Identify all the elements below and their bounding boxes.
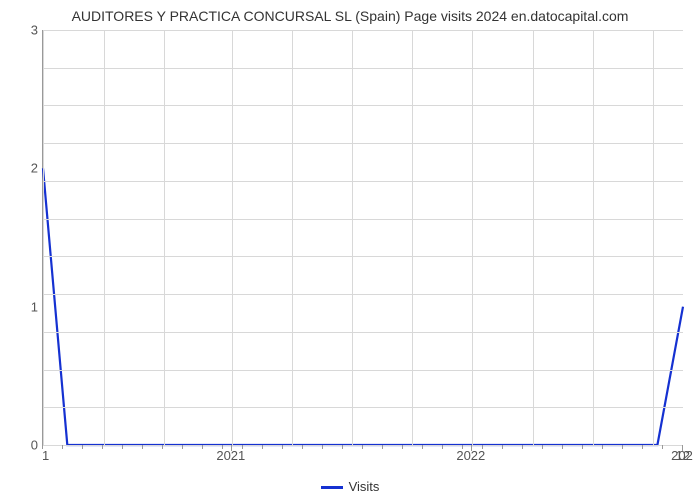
grid-line-horizontal: [43, 445, 683, 446]
x-minor-tick: [622, 445, 623, 449]
x-axis-left-label: 1: [42, 448, 49, 463]
grid-line-vertical: [653, 30, 654, 445]
x-minor-tick: [542, 445, 543, 449]
x-minor-tick: [482, 445, 483, 449]
grid-line-horizontal: [43, 143, 683, 144]
grid-line-horizontal: [43, 294, 683, 295]
x-minor-tick: [422, 445, 423, 449]
grid-line-vertical: [593, 30, 594, 445]
grid-line-vertical: [164, 30, 165, 445]
x-minor-tick: [582, 445, 583, 449]
y-tick-label: 2: [8, 161, 38, 176]
x-minor-tick: [682, 445, 683, 449]
grid-line-horizontal: [43, 332, 683, 333]
grid-line-horizontal: [43, 407, 683, 408]
grid-line-vertical: [352, 30, 353, 445]
x-minor-tick: [342, 445, 343, 449]
grid-line-vertical: [292, 30, 293, 445]
grid-line-vertical: [43, 30, 44, 445]
line-series: [43, 30, 683, 445]
grid-line-horizontal: [43, 105, 683, 106]
x-minor-tick: [222, 445, 223, 449]
grid-line-horizontal: [43, 370, 683, 371]
x-minor-tick: [402, 445, 403, 449]
legend: Visits: [0, 479, 700, 494]
y-tick-label: 1: [8, 299, 38, 314]
plot-area: [42, 30, 683, 446]
x-minor-tick: [382, 445, 383, 449]
x-minor-tick: [322, 445, 323, 449]
y-tick-label: 3: [8, 23, 38, 38]
grid-line-horizontal: [43, 181, 683, 182]
x-minor-tick: [62, 445, 63, 449]
x-minor-tick: [202, 445, 203, 449]
x-minor-tick: [102, 445, 103, 449]
grid-line-horizontal: [43, 256, 683, 257]
x-minor-tick: [442, 445, 443, 449]
x-minor-tick: [42, 445, 43, 449]
x-minor-tick: [502, 445, 503, 449]
x-minor-tick: [562, 445, 563, 449]
x-minor-tick: [242, 445, 243, 449]
legend-label: Visits: [349, 479, 380, 494]
x-minor-tick: [282, 445, 283, 449]
x-minor-tick: [122, 445, 123, 449]
x-minor-tick: [602, 445, 603, 449]
x-minor-tick: [182, 445, 183, 449]
x-minor-tick: [82, 445, 83, 449]
x-minor-tick: [462, 445, 463, 449]
x-minor-tick: [262, 445, 263, 449]
legend-swatch: [321, 486, 343, 489]
x-minor-tick: [522, 445, 523, 449]
grid-line-horizontal: [43, 30, 683, 31]
grid-line-vertical: [104, 30, 105, 445]
chart-container: AUDITORES Y PRACTICA CONCURSAL SL (Spain…: [0, 0, 700, 500]
x-minor-tick: [142, 445, 143, 449]
x-minor-tick: [362, 445, 363, 449]
x-minor-tick: [662, 445, 663, 449]
grid-line-vertical: [412, 30, 413, 445]
grid-line-vertical: [533, 30, 534, 445]
grid-line-horizontal: [43, 219, 683, 220]
grid-line-vertical: [472, 30, 473, 445]
chart-title: AUDITORES Y PRACTICA CONCURSAL SL (Spain…: [0, 8, 700, 24]
x-major-tick: [231, 445, 232, 451]
x-minor-tick: [162, 445, 163, 449]
x-minor-tick: [302, 445, 303, 449]
x-minor-tick: [642, 445, 643, 449]
y-tick-label: 0: [8, 438, 38, 453]
grid-line-vertical: [232, 30, 233, 445]
grid-line-horizontal: [43, 68, 683, 69]
x-major-tick: [471, 445, 472, 451]
